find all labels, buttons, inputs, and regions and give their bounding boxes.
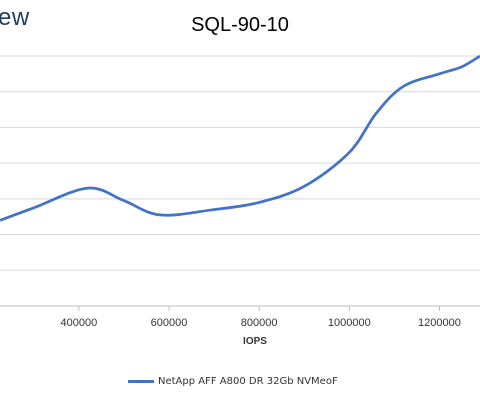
x-tick-label: 600000 (151, 317, 188, 329)
brand-logo-text: ew (0, 4, 30, 31)
chart-title: SQL-90-10 (191, 14, 289, 36)
legend: NetApp AFF A800 DR 32Gb NVMeoF (128, 374, 338, 388)
series-line-0 (0, 54, 480, 222)
x-tick-label: 400000 (61, 317, 98, 329)
legend-swatch (128, 379, 154, 383)
x-axis-label: IOPS (243, 336, 267, 347)
x-tick-label: 1000000 (328, 317, 371, 329)
x-tick-label: 800000 (241, 317, 278, 329)
x-tick-label: 1200000 (418, 317, 461, 329)
legend-label: NetApp AFF A800 DR 32Gb NVMeoF (158, 375, 338, 387)
